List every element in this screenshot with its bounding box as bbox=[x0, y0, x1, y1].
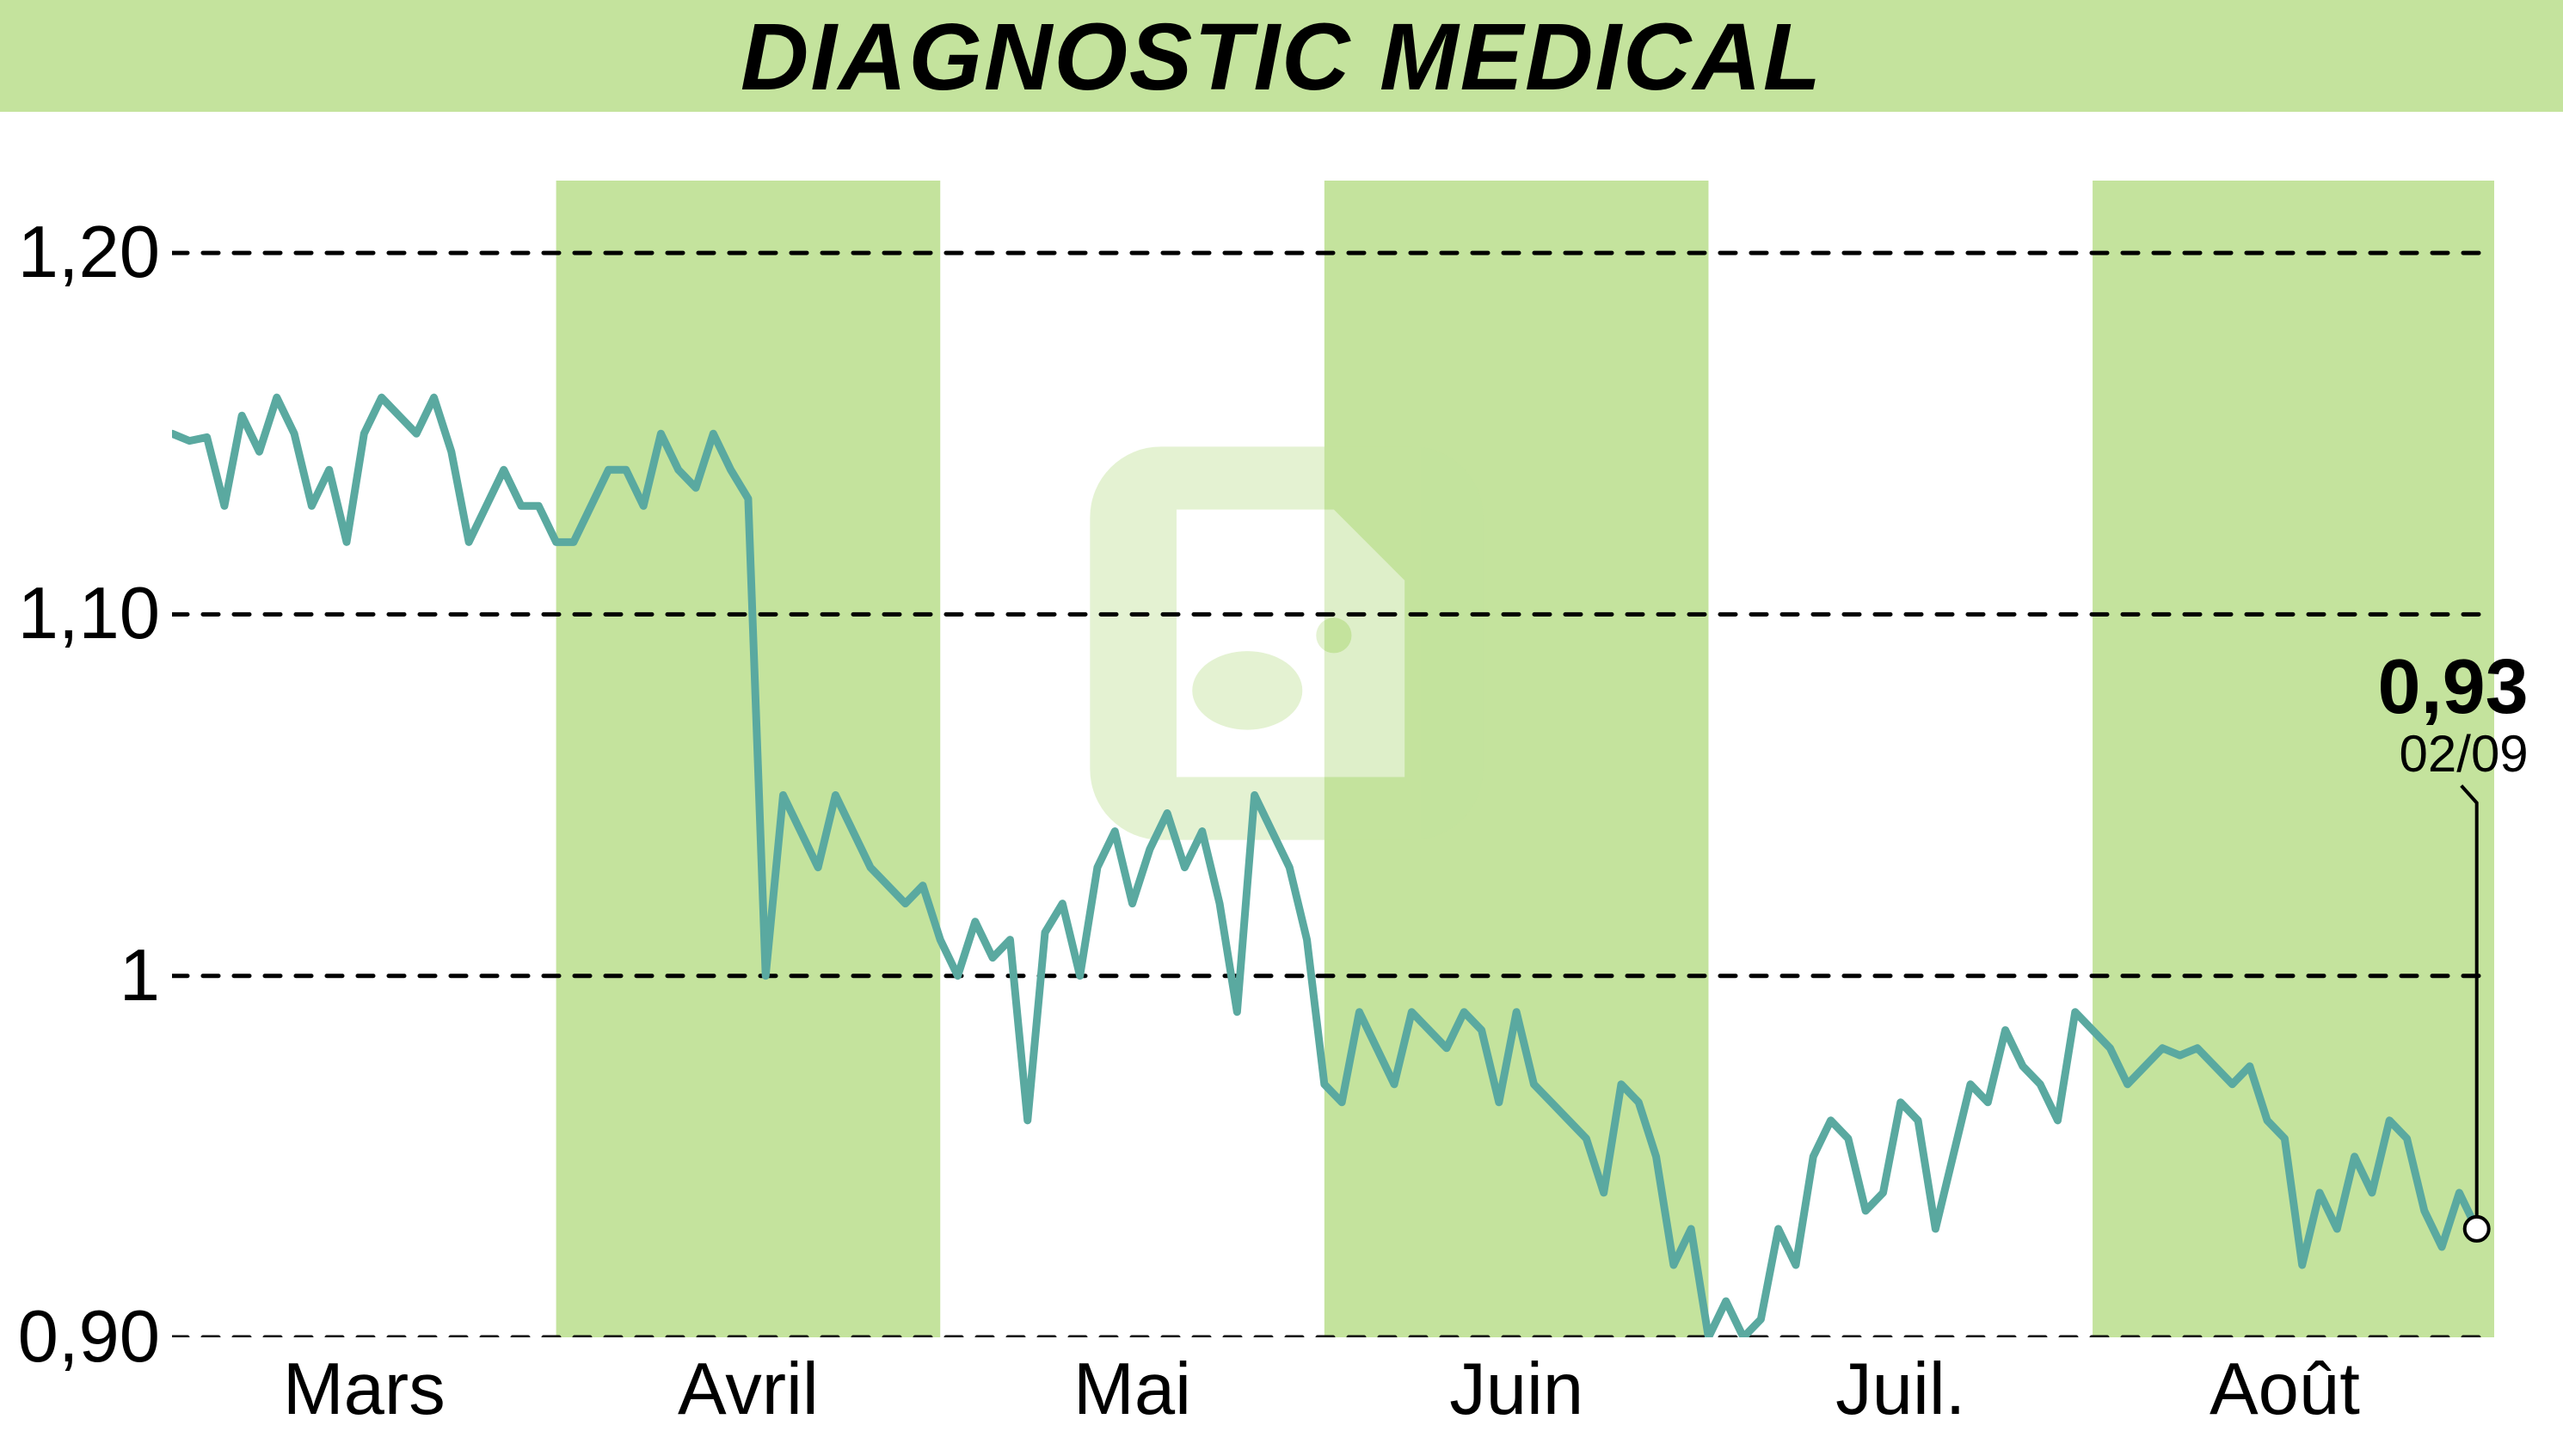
x-tick-label: Juil. bbox=[1835, 1337, 1965, 1432]
x-tick-label: Août bbox=[2210, 1337, 2360, 1432]
last-date-label: 02/09 bbox=[2400, 724, 2529, 783]
last-value-label: 0,93 bbox=[2378, 643, 2529, 732]
y-tick-label: 1 bbox=[120, 934, 172, 1018]
month-shade bbox=[556, 181, 941, 1337]
last-point-marker bbox=[2465, 1217, 2489, 1241]
x-tick-label: Mars bbox=[283, 1337, 446, 1432]
price-chart: 1,201,1010,90 MarsAvrilMaiJuinJuil.Août … bbox=[172, 181, 2494, 1337]
last-date-text: 02/09 bbox=[2400, 725, 2529, 783]
watermark-icon bbox=[1090, 446, 1483, 839]
y-tick-label: 1,10 bbox=[18, 572, 172, 656]
last-value-text: 0,93 bbox=[2378, 644, 2529, 730]
x-tick-label: Mai bbox=[1073, 1337, 1191, 1432]
chart-title-band: DIAGNOSTIC MEDICAL bbox=[0, 0, 2563, 112]
y-tick-label: 0,90 bbox=[18, 1295, 172, 1379]
chart-title: DIAGNOSTIC MEDICAL bbox=[741, 4, 1822, 110]
y-tick-label: 1,20 bbox=[18, 211, 172, 295]
chart-svg bbox=[172, 181, 2494, 1337]
x-tick-label: Juin bbox=[1449, 1337, 1583, 1432]
x-tick-label: Avril bbox=[678, 1337, 819, 1432]
